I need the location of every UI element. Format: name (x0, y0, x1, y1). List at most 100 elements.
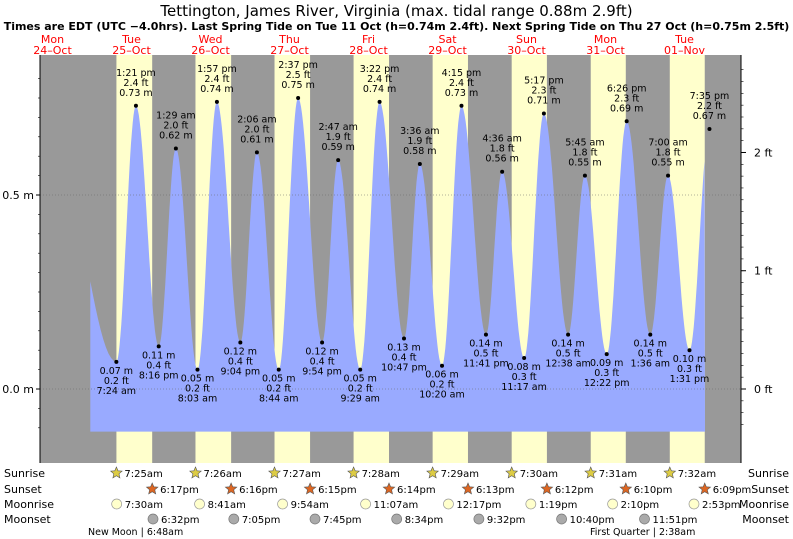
day-name-label: Tue (674, 33, 694, 46)
day-name-label: Sat (438, 33, 457, 46)
sunset-time: 6:10pm (634, 485, 673, 496)
tide-label: 0.2 ft (104, 376, 129, 387)
plot-area (40, 55, 741, 463)
moonrise-time: 12:17pm (456, 500, 501, 511)
tide-label: 0.11 m (142, 350, 175, 361)
day-date-label: 29–Oct (428, 44, 467, 57)
tide-label: 0.13 m (387, 343, 420, 354)
tide-label: 0.09 m (590, 358, 623, 369)
right-tick-label: 1 ft (754, 265, 773, 278)
tide-label: 0.05 m (343, 374, 376, 385)
moonset-time: 11:51pm (653, 515, 698, 526)
tide-label: 1.8 ft (572, 148, 597, 159)
row-label-left: Moonrise (4, 498, 54, 511)
tide-label: 0.3 ft (512, 372, 537, 383)
tide-label: 0.4 ft (146, 360, 171, 371)
moonrise-time: 2:53pm (702, 500, 741, 511)
tide-point (500, 169, 505, 174)
tide-label: 11:17 am (501, 382, 546, 393)
moonset-time: 6:32pm (161, 515, 200, 526)
tide-label: 1.8 ft (490, 144, 515, 155)
sunrise-time: 7:27am (283, 469, 321, 480)
tide-point (541, 111, 546, 116)
moonrise-icon (111, 498, 123, 510)
day-date-label: 31–Oct (586, 44, 625, 57)
row-label-left: Sunrise (4, 467, 45, 480)
tide-point (440, 363, 445, 368)
sunrise-time: 7:25am (124, 469, 162, 480)
tide-label: 8:44 am (259, 394, 298, 405)
tide-label: 0.07 m (100, 366, 133, 377)
tide-label: 2.3 ft (614, 93, 639, 104)
sunset-time: 6:16pm (239, 485, 278, 496)
tide-point (195, 367, 200, 372)
tide-point (254, 150, 259, 155)
moonrise-icon (194, 498, 205, 510)
tide-label: 3:36 am (400, 126, 439, 137)
sunset-time: 6:14pm (397, 485, 436, 496)
tide-label: 0.12 m (305, 346, 338, 357)
tide-label: 0.14 m (551, 339, 584, 350)
tide-label: 2.0 ft (163, 120, 188, 131)
tide-label: 0.5 ft (473, 349, 498, 360)
row-label-right: Moonset (742, 513, 789, 526)
tide-label: 0.4 ft (228, 356, 253, 367)
tide-label: 11:41 pm (463, 359, 509, 370)
tide-label: 0.12 m (224, 346, 257, 357)
row-label-left: Moonset (4, 513, 51, 526)
moonset-time: 7:45pm (323, 515, 362, 526)
tide-label: 0.06 m (425, 370, 458, 381)
tide-point (358, 367, 363, 372)
tide-label: 0.67 m (693, 111, 726, 122)
moonset-time: 7:05pm (242, 515, 281, 526)
sunset-icon (698, 482, 712, 495)
tide-label: 0.5 ft (638, 349, 663, 360)
day-name-label: Sun (516, 33, 537, 46)
tide-point (114, 359, 119, 364)
moonset-icon (473, 513, 485, 525)
sunset-time: 6:13pm (476, 485, 515, 496)
moonrise-icon (277, 498, 288, 510)
day-date-label: 26–Oct (191, 44, 230, 57)
sunset-icon (382, 482, 396, 495)
row-label-right: Sunrise (748, 467, 789, 480)
tide-point (582, 173, 587, 178)
tide-label: 1:29 am (156, 110, 195, 121)
tide-label: 0.4 ft (310, 356, 335, 367)
sunset-time: 6:17pm (160, 485, 199, 496)
tide-point (296, 96, 301, 100)
moonset-icon (556, 513, 567, 525)
tide-label: 0.71 m (527, 96, 560, 107)
tide-point (336, 158, 341, 163)
tide-label: 0.05 m (262, 374, 295, 385)
tide-label: 8:16 pm (139, 370, 179, 381)
tide-point (401, 336, 406, 341)
day-date-label: 27–Oct (270, 44, 309, 57)
sunrise-icon (584, 466, 598, 479)
chart-subtitle: Times are EDT (UTC −4.0hrs). Last Spring… (3, 20, 790, 33)
tide-label: 9:04 pm (221, 366, 261, 377)
sunrise-icon (347, 466, 361, 479)
sunrise-time: 7:31am (599, 469, 637, 480)
tide-point (133, 103, 138, 108)
tide-label: 12:38 am (545, 359, 590, 370)
left-tick-label: 0.5 m (2, 189, 34, 202)
day-name-label: Mon (594, 33, 617, 46)
right-tick-label: 0 ft (754, 383, 773, 396)
sunrise-icon (109, 466, 123, 479)
sunrise-icon (189, 466, 202, 479)
right-tick-label: 2 ft (754, 146, 773, 159)
day-date-label: 30–Oct (507, 44, 546, 57)
row-label-left: Sunset (4, 483, 42, 496)
moonrise-time: 11:07am (374, 500, 419, 511)
tide-label: 5:45 am (565, 138, 604, 149)
tide-label: 3:22 pm (360, 64, 400, 75)
sunrise-time: 7:29am (441, 469, 479, 480)
sunrise-icon (426, 466, 440, 479)
day-name-label: Thu (278, 33, 300, 46)
chart-title: Tettington, James River, Virginia (max. … (160, 2, 633, 20)
tide-label: 6:26 pm (607, 83, 647, 94)
tide-point (156, 344, 161, 349)
tide-label: 0.2 ft (429, 380, 454, 391)
